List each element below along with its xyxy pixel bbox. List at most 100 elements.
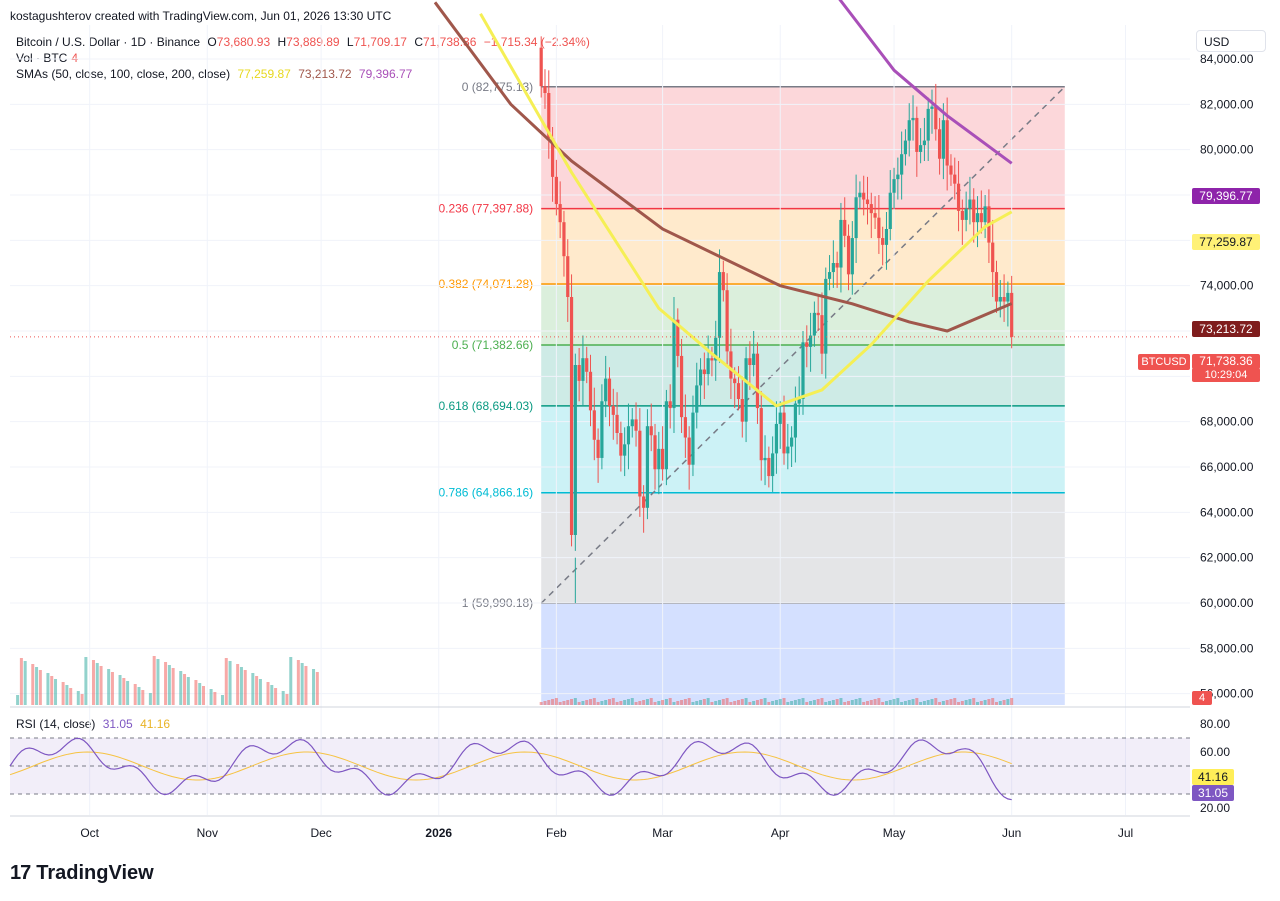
volume-bar <box>740 699 744 705</box>
candle-body <box>717 272 722 338</box>
sma200-value: 79,396.77 <box>358 67 413 81</box>
last-price-tag: 71,738.36 <box>1192 354 1260 369</box>
candle-body <box>968 199 972 209</box>
candle-body <box>975 213 980 223</box>
volume-bar <box>171 668 175 705</box>
volume-bar <box>543 701 547 705</box>
rsi-legend: RSI (14, close) 31.05 41.16 <box>16 717 171 731</box>
candle-body <box>569 297 574 535</box>
volume-bar <box>626 699 630 705</box>
candle-body <box>835 263 839 268</box>
candle-body <box>907 120 911 141</box>
volume-bar <box>767 702 771 705</box>
volume-bar <box>110 672 114 705</box>
volume-bar <box>91 660 95 705</box>
price-axis-label: 60,000.00 <box>1200 596 1254 610</box>
candle-body <box>900 154 904 175</box>
candle-body <box>949 165 953 175</box>
candle-body <box>862 192 866 200</box>
volume-bar <box>850 700 854 705</box>
volume-bar <box>960 701 964 705</box>
rsi-ma-tag: 41.16 <box>1192 769 1234 785</box>
candle-body <box>657 448 661 470</box>
volume-bar <box>847 701 851 705</box>
volume-bar <box>31 664 35 705</box>
volume-bar <box>179 671 183 705</box>
volume-bar <box>623 700 627 705</box>
volume-bar <box>922 701 926 705</box>
candle-body <box>846 235 851 275</box>
volume-bar <box>828 701 832 705</box>
volume-bar <box>645 699 649 705</box>
volume-bar <box>881 702 885 705</box>
candle-body <box>615 414 619 433</box>
price-axis-label: 56,000.00 <box>1200 687 1254 701</box>
candle-body <box>824 278 828 354</box>
volume-bar <box>148 693 152 705</box>
symbol-legend: Bitcoin / U.S. Dollar · 1D · Binance O73… <box>16 35 590 49</box>
volume-bar <box>820 698 824 705</box>
price-axis-label: 74,000.00 <box>1200 279 1254 293</box>
volume-bar <box>809 701 813 705</box>
volume-bar <box>653 702 657 705</box>
candle-body <box>683 417 687 438</box>
volume-bar <box>941 701 945 705</box>
sma100-tag: 73,213.72 <box>1192 321 1260 337</box>
candle-body <box>903 140 908 155</box>
candle-body <box>972 199 976 223</box>
volume-bar <box>664 699 668 705</box>
currency-selector[interactable]: USD <box>1196 30 1266 52</box>
price-axis-label: 84,000.00 <box>1200 52 1254 66</box>
candle-body <box>736 383 741 399</box>
candle-body <box>721 272 725 291</box>
fib-zone-extension <box>541 603 1065 705</box>
candle-body <box>1006 292 1010 302</box>
volume-bar <box>862 702 866 705</box>
volume-bar <box>35 667 39 705</box>
time-axis-label: Feb <box>546 826 567 840</box>
rsi-ma-line <box>9 751 1012 781</box>
volume-bar <box>274 688 278 705</box>
candle-body <box>778 412 782 424</box>
price-axis-label: 64,000.00 <box>1200 505 1254 519</box>
volume-bar <box>736 700 740 705</box>
volume-bar <box>926 700 930 705</box>
candle-body <box>771 453 775 477</box>
volume-bar <box>884 701 888 705</box>
volume-bar <box>122 678 126 705</box>
candle-body <box>854 197 858 239</box>
candle-body <box>619 433 623 456</box>
volume-bar <box>600 701 604 705</box>
candle-body <box>702 369 706 375</box>
candle-body <box>816 312 820 316</box>
rsi-value: 31.05 <box>102 717 133 731</box>
candle-body <box>831 263 835 273</box>
volume-bar <box>687 698 691 705</box>
volume-bar <box>748 702 752 705</box>
volume-bar <box>236 664 240 705</box>
candle-body <box>884 229 889 245</box>
volume-bar <box>790 701 794 705</box>
candle-body <box>896 174 900 180</box>
sma200-line <box>838 0 1013 165</box>
tradingview-logo[interactable]: 17 TradingView <box>10 862 154 885</box>
candle-body <box>672 319 676 409</box>
volume-bar <box>38 670 42 705</box>
candle-body <box>956 183 961 211</box>
candle-body <box>827 272 832 279</box>
volume-bar <box>721 699 725 705</box>
volume-bar <box>930 699 934 705</box>
fib-zone <box>541 492 1065 604</box>
volume-bar <box>759 699 763 705</box>
candle-body <box>744 358 748 422</box>
volume-bar <box>1006 699 1010 705</box>
candle-body <box>998 297 1002 302</box>
price-axis-label: 82,000.00 <box>1200 97 1254 111</box>
volume-bar <box>152 656 156 705</box>
volume-bar <box>983 700 987 705</box>
volume-bar <box>729 702 733 705</box>
open-value: 73,680.93 <box>216 35 271 49</box>
volume-bar <box>16 695 20 705</box>
volume-bar <box>976 702 980 705</box>
